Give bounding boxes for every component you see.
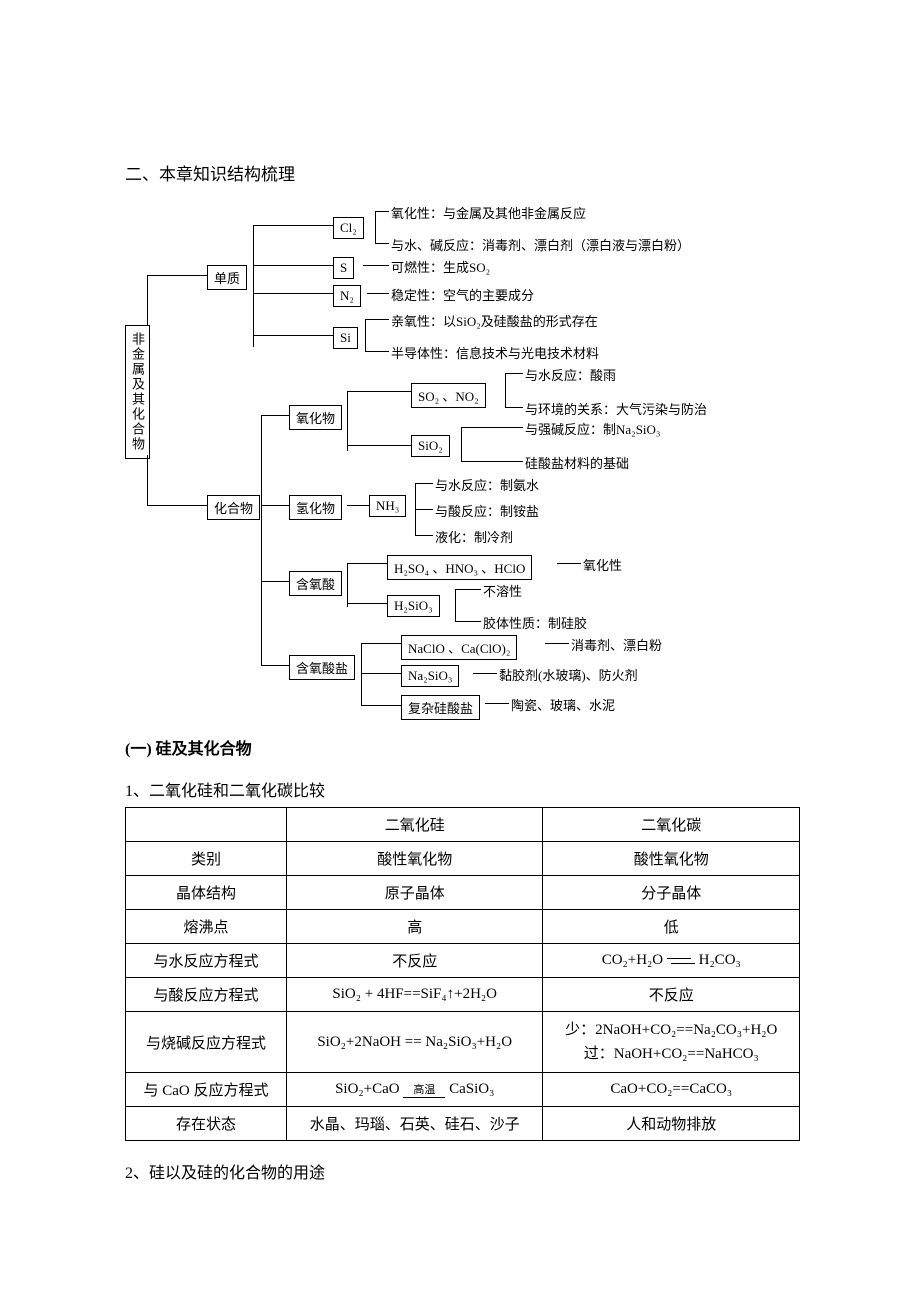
- node-si: Si: [333, 327, 358, 349]
- table-row: 与烧碱反应方程式SiO₂+2NaOH == Na₂SiO₃+H₂O少：2NaOH…: [126, 1012, 800, 1073]
- node-h2sio3: H₂SiO₃: [387, 595, 440, 617]
- lbl-si2: 半导体性：信息技术与光电技术材料: [391, 343, 599, 362]
- table-row: 晶体结构原子晶体分子晶体: [126, 876, 800, 910]
- th-blank: [126, 808, 287, 842]
- table-row: 与水反应方程式不反应CO₂+H₂O H₂CO₃: [126, 944, 800, 978]
- cell-sio2: SiO₂+2NaOH == Na₂SiO₃+H₂O: [286, 1012, 543, 1073]
- node-complex-salt: 复杂硅酸盐: [401, 695, 480, 720]
- table-row: 存在状态水晶、玛瑙、石英、硅石、沙子人和动物排放: [126, 1107, 800, 1141]
- concept-diagram: 非金属及其化合物 单质 Cl₂ S N₂ Si 氧化性：与金属及其他非金属反应 …: [125, 205, 800, 705]
- node-s: S: [333, 257, 354, 279]
- lbl-s: 可燃性：生成SO₂: [391, 257, 490, 276]
- table-row: 与酸反应方程式SiO₂ + 4HF==SiF₄↑+2H₂O不反应: [126, 978, 800, 1012]
- cell-sio2: 高: [286, 910, 543, 944]
- lbl-hy-c: 液化：制冷剂: [435, 527, 513, 546]
- node-qinghuawu: 氢化物: [289, 495, 342, 520]
- lbl-salt-a: 消毒剂、漂白粉: [571, 635, 662, 654]
- node-nh3: NH₃: [369, 495, 406, 517]
- lbl-hy-b: 与酸反应：制铵盐: [435, 501, 539, 520]
- node-naclo: NaClO 、Ca(ClO)₂: [401, 635, 517, 660]
- lbl-ox-c: 与强碱反应：制Na₂SiO₃: [525, 419, 660, 438]
- row-header: 晶体结构: [126, 876, 287, 910]
- cell-co2: 低: [543, 910, 800, 944]
- row-header: 与 CaO 反应方程式: [126, 1073, 287, 1107]
- lbl-si1: 亲氧性：以SiO₂及硅酸盐的形式存在: [391, 311, 598, 330]
- node-so2no2: SO₂ 、NO₂: [411, 383, 486, 408]
- table-header-row: 二氧化硅 二氧化碳: [126, 808, 800, 842]
- lbl-ox-d: 硅酸盐材料的基础: [525, 453, 629, 472]
- cell-co2: 不反应: [543, 978, 800, 1012]
- th-co2: 二氧化碳: [543, 808, 800, 842]
- cell-sio2: 原子晶体: [286, 876, 543, 910]
- lbl-cl2-b: 与水、碱反应：消毒剂、漂白剂（漂白液与漂白粉）: [391, 235, 690, 254]
- node-n2: N₂: [333, 285, 361, 307]
- lbl-salt-c: 陶瓷、玻璃、水泥: [511, 695, 615, 714]
- subsection-1-1: 1、二氧化硅和二氧化碳比较: [125, 777, 800, 801]
- cell-co2: CO₂+H₂O H₂CO₃: [543, 944, 800, 978]
- row-header: 存在状态: [126, 1107, 287, 1141]
- lbl-cl2-a: 氧化性：与金属及其他非金属反应: [391, 203, 586, 222]
- node-danzhi: 单质: [207, 265, 247, 290]
- lbl-salt-b: 黏胶剂(水玻璃)、防火剂: [499, 665, 638, 684]
- lbl-ox-b: 与环境的关系：大气污染与防治: [525, 399, 707, 418]
- lbl-hy-a: 与水反应：制氨水: [435, 475, 539, 494]
- subsection-1-2: 2、硅以及硅的化合物的用途: [125, 1159, 800, 1183]
- cell-sio2: 酸性氧化物: [286, 842, 543, 876]
- cell-sio2: 水晶、玛瑙、石英、硅石、沙子: [286, 1107, 543, 1141]
- section-heading: 二、本章知识结构梳理: [125, 160, 800, 185]
- lbl-acid-b: 不溶性: [483, 581, 522, 600]
- node-sio2-ox: SiO₂: [411, 435, 450, 457]
- cell-co2: 酸性氧化物: [543, 842, 800, 876]
- row-header: 熔沸点: [126, 910, 287, 944]
- node-hanyangsuan: 含氧酸: [289, 571, 342, 596]
- node-yanghuawu: 氧化物: [289, 405, 342, 430]
- lbl-n2: 稳定性：空气的主要成分: [391, 285, 534, 304]
- row-header: 与烧碱反应方程式: [126, 1012, 287, 1073]
- subsection-1: (一) 硅及其化合物: [125, 735, 800, 759]
- table-row: 类别酸性氧化物酸性氧化物: [126, 842, 800, 876]
- table-row: 与 CaO 反应方程式SiO₂+CaO 高温 CaSiO₃CaO+CO₂==Ca…: [126, 1073, 800, 1107]
- row-header: 类别: [126, 842, 287, 876]
- lbl-acid-a: 氧化性: [583, 555, 622, 574]
- row-header: 与酸反应方程式: [126, 978, 287, 1012]
- node-acid-strong: H₂SO₄ 、HNO₃ 、HClO: [387, 555, 532, 580]
- row-header: 与水反应方程式: [126, 944, 287, 978]
- comparison-table: 二氧化硅 二氧化碳 类别酸性氧化物酸性氧化物晶体结构原子晶体分子晶体熔沸点高低与…: [125, 807, 800, 1141]
- cell-co2: CaO+CO₂==CaCO₃: [543, 1073, 800, 1107]
- node-hanyangsuanyan: 含氧酸盐: [289, 655, 355, 680]
- table-row: 熔沸点高低: [126, 910, 800, 944]
- node-huahewu: 化合物: [207, 495, 260, 520]
- node-cl2: Cl₂: [333, 217, 364, 239]
- cell-sio2: 不反应: [286, 944, 543, 978]
- node-na2sio3: Na₂SiO₃: [401, 665, 459, 687]
- cell-co2: 分子晶体: [543, 876, 800, 910]
- cell-sio2: SiO₂+CaO 高温 CaSiO₃: [286, 1073, 543, 1107]
- cell-co2: 人和动物排放: [543, 1107, 800, 1141]
- root-node: 非金属及其化合物: [125, 325, 150, 459]
- lbl-ox-a: 与水反应：酸雨: [525, 365, 616, 384]
- lbl-acid-c: 胶体性质：制硅胶: [483, 613, 587, 632]
- cell-sio2: SiO₂ + 4HF==SiF₄↑+2H₂O: [286, 978, 543, 1012]
- cell-co2: 少：2NaOH+CO₂==Na₂CO₃+H₂O过：NaOH+CO₂==NaHCO…: [543, 1012, 800, 1073]
- th-sio2: 二氧化硅: [286, 808, 543, 842]
